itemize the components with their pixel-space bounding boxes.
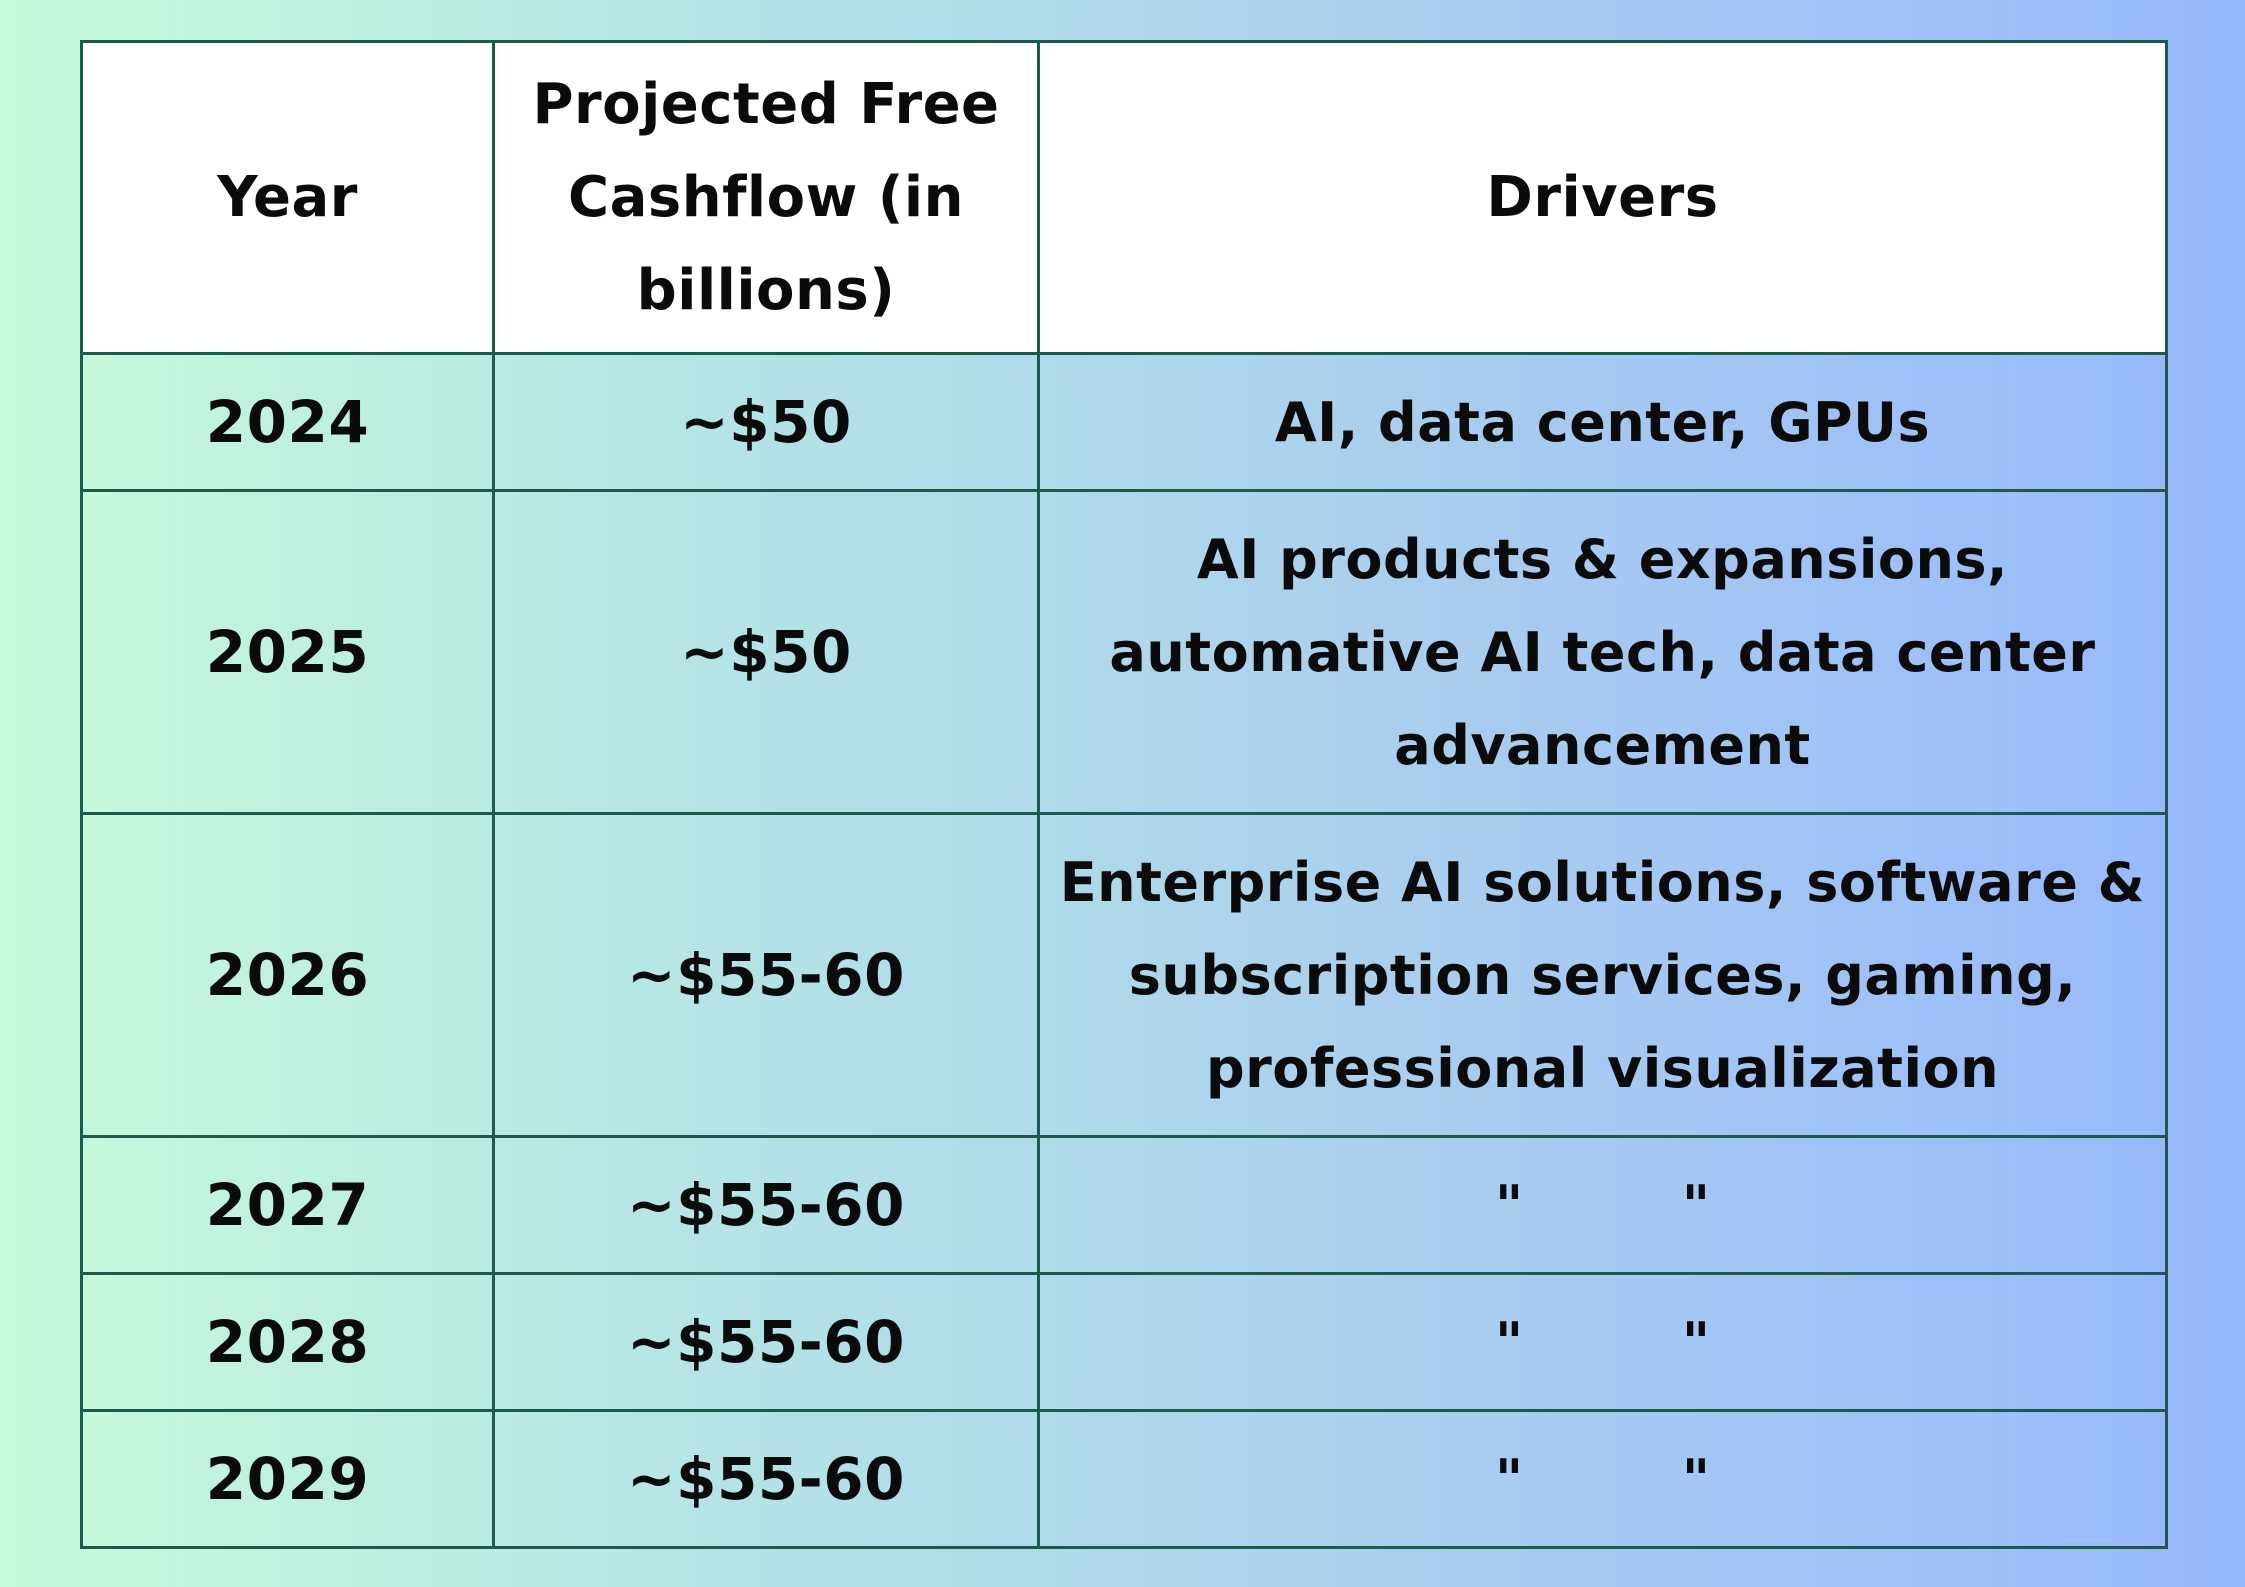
cell-year: 2029: [80, 1409, 495, 1549]
table-row: 2027 ~$55-60 " ": [80, 1135, 2168, 1275]
cell-projected-fcf: ~$50: [492, 489, 1040, 815]
cashflow-projection-table-container: Year Projected Free Cashflow (in billion…: [80, 40, 2168, 1549]
header-row: Year Projected Free Cashflow (in billion…: [80, 40, 2168, 355]
cell-year: 2027: [80, 1135, 495, 1275]
cell-drivers-ditto: " ": [1037, 1409, 2168, 1549]
cell-projected-fcf: ~$55-60: [492, 1272, 1040, 1412]
ditto-mark: " ": [1494, 1173, 1711, 1237]
ditto-mark: " ": [1494, 1310, 1711, 1374]
header-drivers: Drivers: [1037, 40, 2168, 355]
table-body: 2024 ~$50 AI, data center, GPUs 2025 ~$5…: [80, 352, 2168, 1549]
cell-drivers: AI products & expansions, automative AI …: [1037, 489, 2168, 815]
table-row: 2029 ~$55-60 " ": [80, 1409, 2168, 1549]
cell-year: 2028: [80, 1272, 495, 1412]
table-row: 2026 ~$55-60 Enterprise AI solutions, so…: [80, 812, 2168, 1138]
table-row: 2024 ~$50 AI, data center, GPUs: [80, 352, 2168, 492]
table-row: 2028 ~$55-60 " ": [80, 1272, 2168, 1412]
cell-drivers: Enterprise AI solutions, software & subs…: [1037, 812, 2168, 1138]
cell-projected-fcf: ~$55-60: [492, 1135, 1040, 1275]
cell-drivers-ditto: " ": [1037, 1135, 2168, 1275]
cashflow-projection-table: Year Projected Free Cashflow (in billion…: [80, 40, 2168, 1549]
ditto-mark: " ": [1494, 1447, 1711, 1511]
cell-year: 2025: [80, 489, 495, 815]
table-row: 2025 ~$50 AI products & expansions, auto…: [80, 489, 2168, 815]
header-year: Year: [80, 40, 495, 355]
table-header: Year Projected Free Cashflow (in billion…: [80, 40, 2168, 355]
cell-projected-fcf: ~$50: [492, 352, 1040, 492]
cell-drivers: AI, data center, GPUs: [1037, 352, 2168, 492]
header-projected-free-cashflow: Projected Free Cashflow (in billions): [492, 40, 1040, 355]
cell-projected-fcf: ~$55-60: [492, 812, 1040, 1138]
cell-year: 2024: [80, 352, 495, 492]
cell-drivers-ditto: " ": [1037, 1272, 2168, 1412]
cell-projected-fcf: ~$55-60: [492, 1409, 1040, 1549]
cell-year: 2026: [80, 812, 495, 1138]
